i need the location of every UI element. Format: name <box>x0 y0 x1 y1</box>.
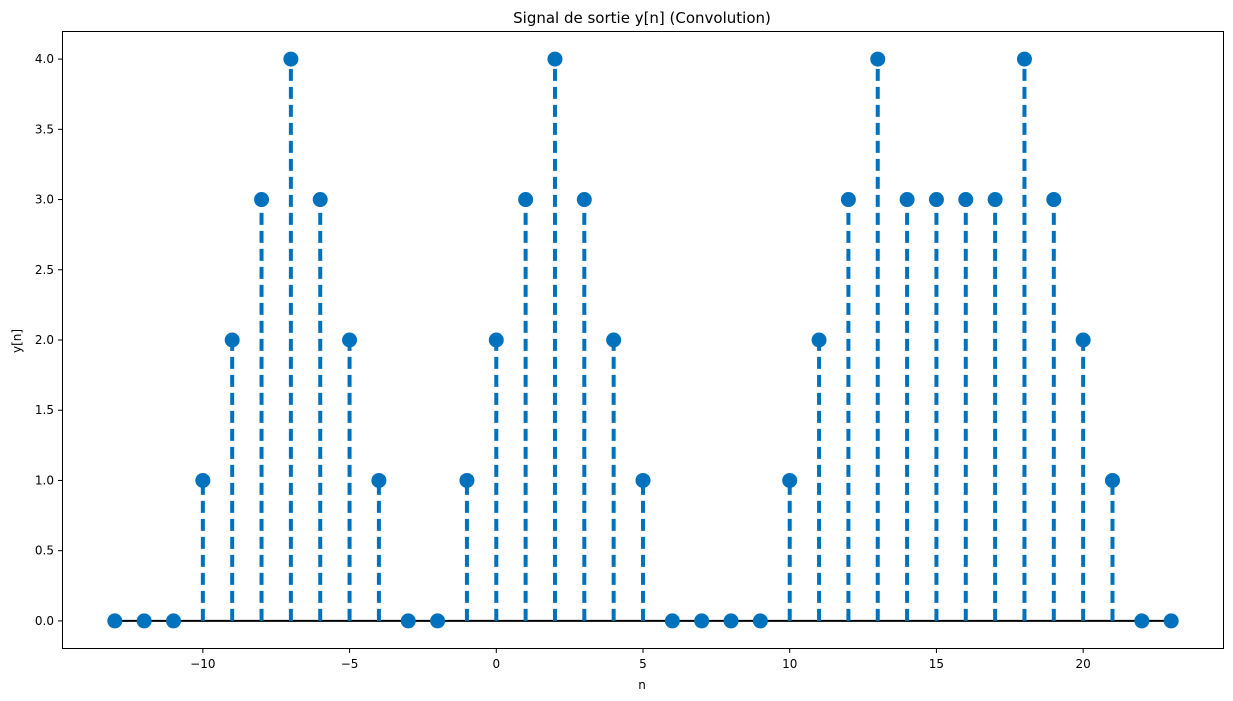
stem-marker <box>752 613 768 629</box>
x-tick-label: 20 <box>1076 657 1091 671</box>
stem-marker <box>371 472 387 488</box>
stem-marker <box>166 613 182 629</box>
stem-marker <box>723 613 739 629</box>
y-tick-label: 2.5 <box>35 263 54 277</box>
stem-marker <box>1134 613 1150 629</box>
stem-marker <box>664 613 680 629</box>
stem-marker <box>576 192 592 208</box>
stem-marker <box>840 192 856 208</box>
y-tick-label: 0.5 <box>35 544 54 558</box>
x-axis-ticks: −10 −5 0 5 10 15 20 <box>190 649 1091 671</box>
y-tick-label: 0.0 <box>35 614 54 628</box>
stem-marker <box>136 613 152 629</box>
y-tick-label: 1.0 <box>35 473 54 487</box>
stem-marker <box>107 613 123 629</box>
stem-marker <box>224 332 240 348</box>
stem-marker <box>1104 472 1120 488</box>
stem-marker <box>195 472 211 488</box>
stem-marker <box>1016 51 1032 67</box>
stem-marker <box>782 472 798 488</box>
stem-marker <box>312 192 328 208</box>
stem-marker <box>342 332 358 348</box>
y-tick-label: 2.0 <box>35 333 54 347</box>
x-axis-label: n <box>638 678 646 692</box>
y-axis-ticks: 0.0 0.5 1.0 1.5 2.0 2.5 3.0 3.5 4.0 <box>35 52 62 628</box>
stem-marker <box>488 332 504 348</box>
stem-marker <box>987 192 1003 208</box>
x-tick-label: −5 <box>341 657 359 671</box>
stem-marker <box>811 332 827 348</box>
stem-marker <box>1046 192 1062 208</box>
x-tick-label: 10 <box>782 657 797 671</box>
x-tick-label: 15 <box>929 657 944 671</box>
stem-marker <box>518 192 534 208</box>
x-tick-label: 0 <box>492 657 500 671</box>
stem-marker <box>958 192 974 208</box>
stem-marker <box>283 51 299 67</box>
stem-marker <box>606 332 622 348</box>
y-tick-label: 4.0 <box>35 52 54 66</box>
stem-marker <box>870 51 886 67</box>
markers-layer <box>107 51 1179 629</box>
y-tick-label: 3.5 <box>35 122 54 136</box>
y-axis-label: y[n] <box>10 329 24 353</box>
stems-layer <box>200 59 1115 621</box>
stem-marker <box>1163 613 1179 629</box>
stem-marker <box>459 472 475 488</box>
stem-marker <box>694 613 710 629</box>
stem-marker <box>1075 332 1091 348</box>
stem-marker <box>928 192 944 208</box>
stem-marker <box>635 472 651 488</box>
x-tick-label: 5 <box>639 657 647 671</box>
chart-title: Signal de sortie y[n] (Convolution) <box>513 9 771 27</box>
stem-marker <box>899 192 915 208</box>
plot-frame <box>62 31 1224 649</box>
x-tick-label: −10 <box>190 657 215 671</box>
stem-marker <box>430 613 446 629</box>
stem-marker <box>254 192 270 208</box>
y-tick-label: 1.5 <box>35 403 54 417</box>
stem-marker <box>400 613 416 629</box>
y-tick-label: 3.0 <box>35 193 54 207</box>
stem-marker <box>547 51 563 67</box>
